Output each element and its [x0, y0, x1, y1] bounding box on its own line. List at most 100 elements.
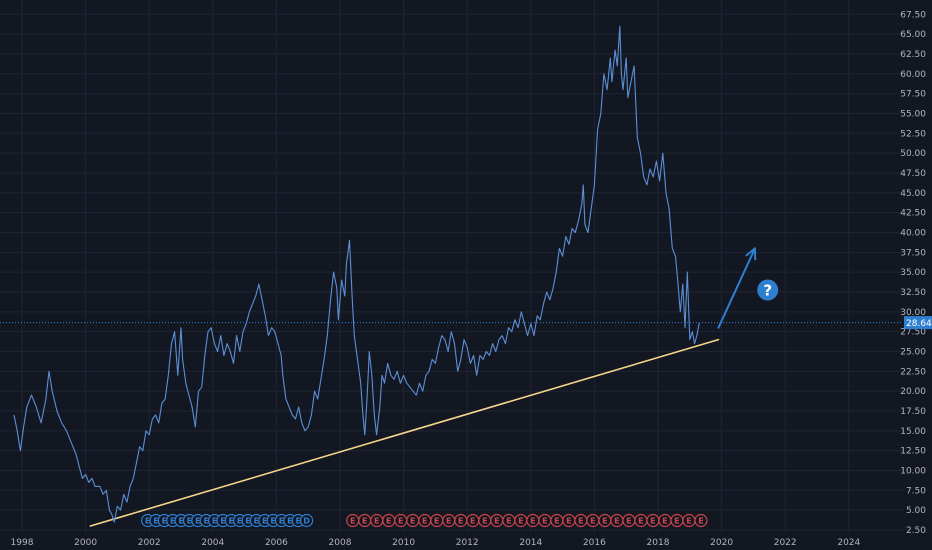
earnings-marker[interactable]: E	[526, 513, 540, 528]
earnings-marker[interactable]: E	[670, 513, 684, 528]
earnings-marker-letter: E	[458, 517, 463, 526]
earnings-marker-letter: E	[518, 517, 523, 526]
earnings-marker[interactable]: E	[658, 513, 672, 528]
earnings-marker-letter: E	[350, 517, 355, 526]
x-tick-label: 2002	[138, 538, 161, 548]
earnings-marker-letter: E	[578, 517, 583, 526]
question-icon[interactable]	[757, 279, 779, 301]
last-price-badge	[904, 316, 932, 330]
earnings-marker-letter: E	[470, 517, 475, 526]
earnings-marker[interactable]: E	[502, 513, 516, 528]
y-tick-label: 20.00	[900, 387, 926, 397]
dividend-marker-letter: E	[254, 517, 259, 526]
earnings-marker-letter: E	[482, 517, 487, 526]
earnings-marker[interactable]: E	[586, 513, 600, 528]
dividend-marker-letter: E	[229, 517, 234, 526]
earnings-marker[interactable]: E	[346, 513, 360, 528]
dividend-marker-letter: D	[303, 517, 310, 526]
earnings-marker-letter: E	[446, 517, 451, 526]
earnings-marker[interactable]: E	[490, 513, 504, 528]
earnings-marker[interactable]: E	[358, 513, 372, 528]
y-tick-label: 12.50	[900, 447, 926, 457]
dividend-marker-letter: E	[195, 517, 200, 526]
earnings-marker[interactable]: E	[550, 513, 564, 528]
earnings-marker[interactable]: E	[610, 513, 624, 528]
support-trendline[interactable]	[89, 338, 720, 527]
earnings-marker[interactable]: E	[442, 513, 456, 528]
earnings-marker-letter: E	[698, 517, 703, 526]
earnings-marker-letter: E	[410, 517, 415, 526]
y-tick-label: 57.50	[900, 90, 926, 100]
dividend-marker-letter: E	[153, 517, 158, 526]
earnings-marker[interactable]: E	[634, 513, 648, 528]
last-price-badge-layer: 28.64	[904, 316, 932, 330]
earnings-marker[interactable]: E	[478, 513, 492, 528]
series-layer	[13, 25, 700, 523]
dividend-marker-letter: E	[187, 517, 192, 526]
earnings-marker[interactable]: E	[514, 513, 528, 528]
x-tick-label: 2020	[710, 538, 733, 548]
earnings-marker-letter: E	[422, 517, 427, 526]
earnings-marker[interactable]: E	[682, 513, 696, 528]
dividend-marker-letter: E	[162, 517, 167, 526]
earnings-marker[interactable]: E	[622, 513, 636, 528]
price-series-line	[13, 25, 700, 523]
y-tick-label: 40.00	[900, 228, 926, 238]
x-tick-label: 2000	[74, 538, 97, 548]
dividend-marker-letter: E	[270, 517, 275, 526]
dividend-marker-letter: E	[170, 517, 175, 526]
x-tick-label: 2024	[837, 538, 860, 548]
earnings-marker[interactable]: E	[394, 513, 408, 528]
dividend-marker-letter: E	[212, 517, 217, 526]
earnings-marker[interactable]: E	[646, 513, 660, 528]
earnings-marker[interactable]: E	[430, 513, 444, 528]
earnings-marker[interactable]: E	[382, 513, 396, 528]
earnings-marker[interactable]: E	[694, 513, 708, 528]
drawing-overlay: ?	[0, 247, 903, 329]
earnings-marker-letter: E	[374, 517, 379, 526]
dividend-marker-letter: E	[203, 517, 208, 526]
earnings-marker[interactable]: E	[454, 513, 468, 528]
earnings-marker[interactable]: E	[562, 513, 576, 528]
dividend-marker[interactable]: D	[300, 513, 314, 528]
earnings-marker-letter: E	[362, 517, 367, 526]
earnings-marker-letter: E	[662, 517, 667, 526]
projection-arrow[interactable]	[717, 247, 756, 329]
earnings-marker-letter: E	[554, 517, 559, 526]
x-tick-label: 2006	[265, 538, 288, 548]
dividend-marker-letter: E	[287, 517, 292, 526]
y-tick-label: 50.00	[900, 149, 926, 159]
question-mark-text: ?	[763, 282, 772, 300]
x-tick-label: 2014	[519, 538, 542, 548]
y-tick-label: 42.50	[900, 209, 926, 219]
y-tick-label: 35.00	[900, 268, 926, 278]
dividend-marker-letter: E	[145, 517, 150, 526]
earnings-marker-letter: E	[542, 517, 547, 526]
earnings-marker-letter: E	[590, 517, 595, 526]
earnings-marker-letter: E	[434, 517, 439, 526]
x-tick-label: 2004	[201, 538, 224, 548]
dividend-marker-letter: E	[279, 517, 284, 526]
dividend-marker-letter: E	[178, 517, 183, 526]
earnings-marker[interactable]: E	[598, 513, 612, 528]
y-tick-label: 27.50	[900, 328, 926, 338]
price-axis[interactable]: 2.50 5.00 7.50 10.00 12.50 15.00 17.50 20.00 22.…	[900, 10, 926, 536]
time-axis[interactable]: 1998 2000 2002 2004 2006 2008 2010 2012 2014 2016…	[11, 538, 861, 548]
y-tick-label: 10.00	[900, 466, 926, 476]
earnings-marker-letter: E	[626, 517, 631, 526]
earnings-marker[interactable]: E	[406, 513, 420, 528]
y-tick-label: 5.00	[906, 506, 926, 516]
earnings-marker[interactable]: E	[574, 513, 588, 528]
earnings-marker[interactable]: E	[418, 513, 432, 528]
earnings-marker-letter: E	[638, 517, 643, 526]
earnings-marker[interactable]: E	[538, 513, 552, 528]
earnings-marker[interactable]: E	[370, 513, 384, 528]
earnings-marker[interactable]: E	[466, 513, 480, 528]
dividend-marker-letter: E	[237, 517, 242, 526]
earnings-marker-letter: E	[494, 517, 499, 526]
earnings-marker-ring	[694, 513, 708, 528]
